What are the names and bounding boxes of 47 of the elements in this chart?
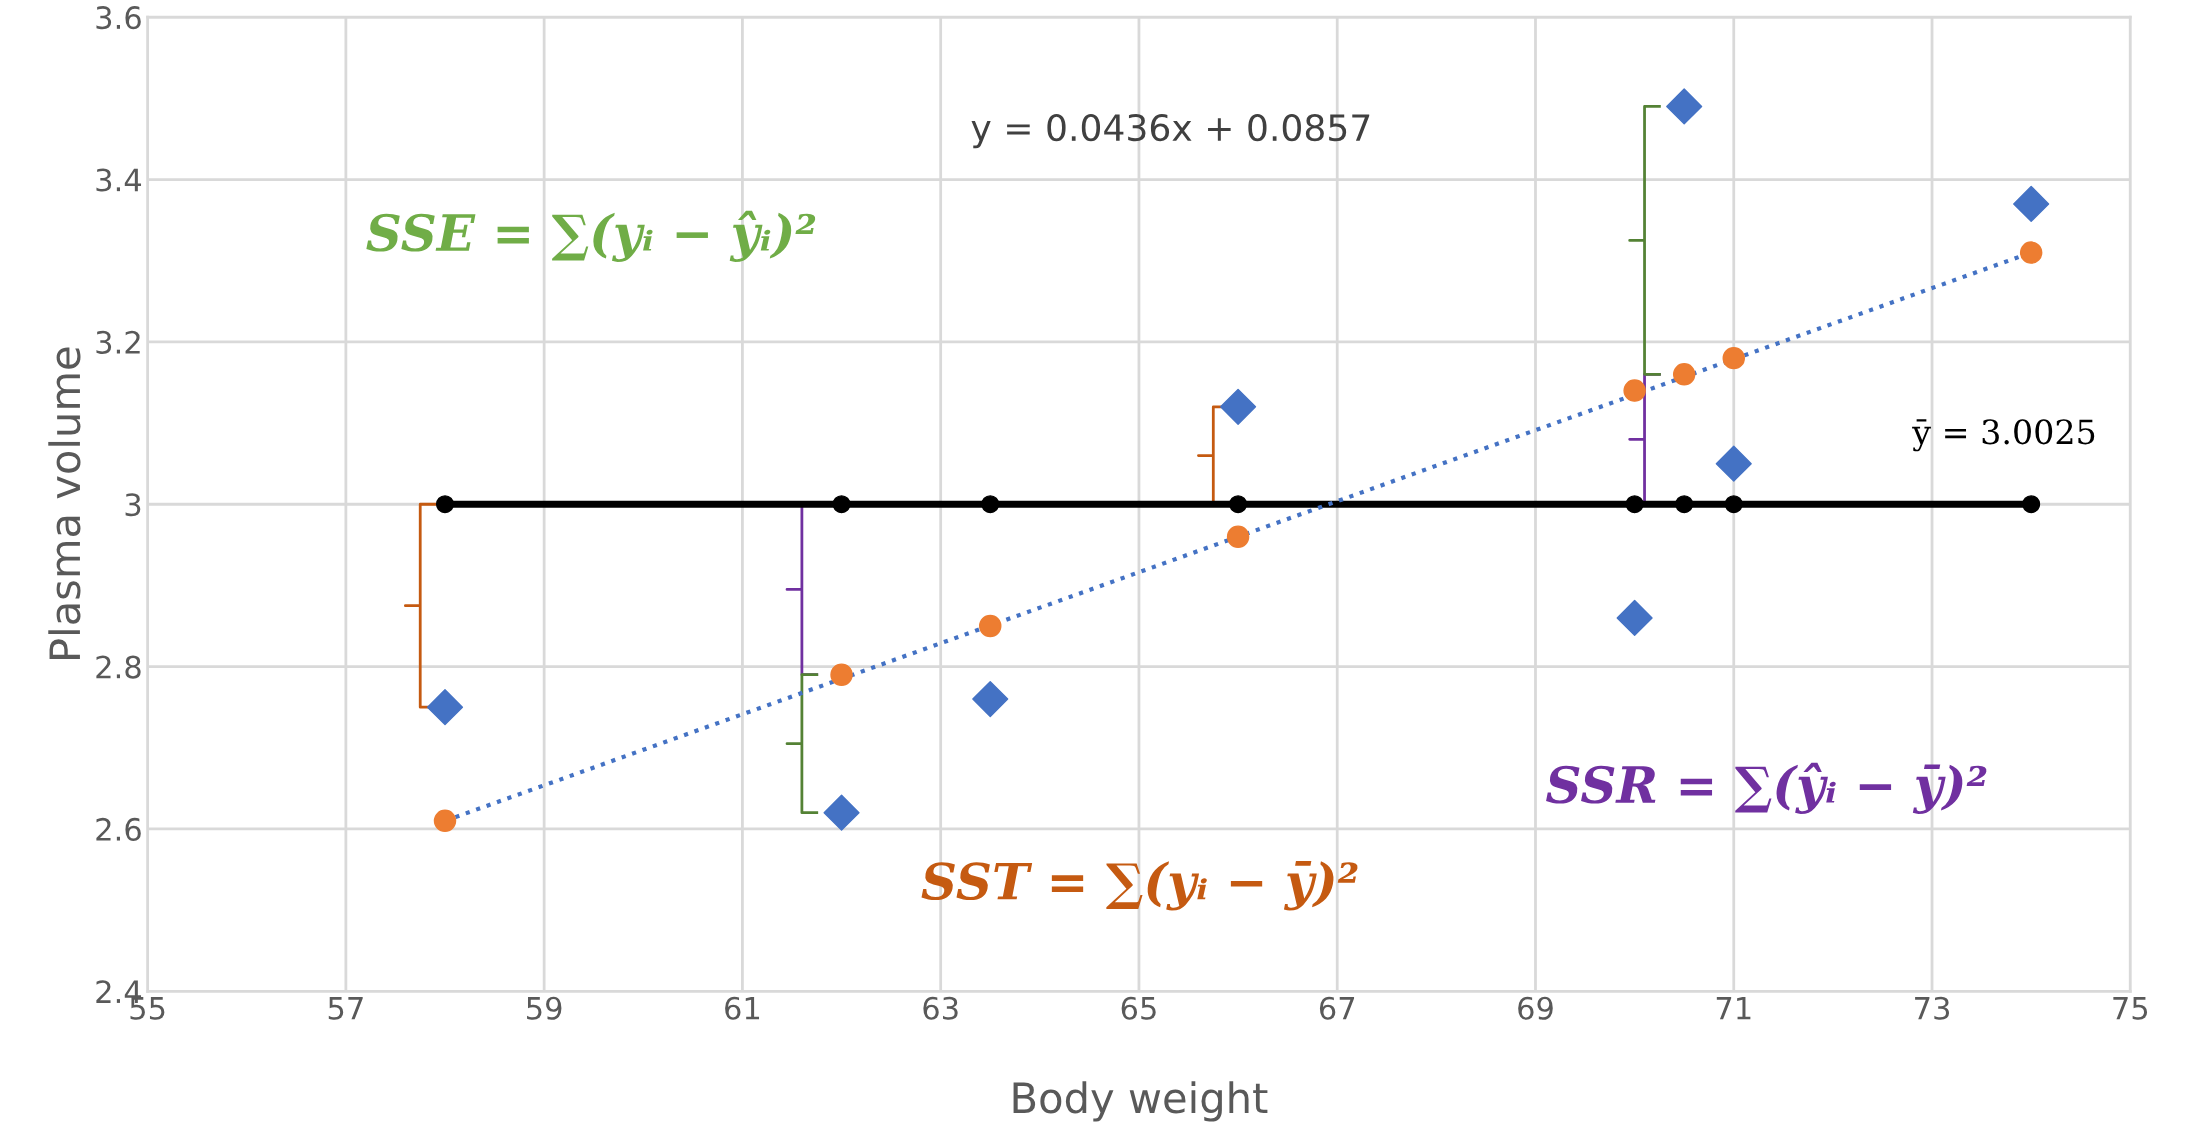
annotation: SST = ∑(yᵢ − ȳ)² bbox=[921, 861, 1358, 911]
point bbox=[830, 663, 853, 686]
annotation: SSE = ∑(yᵢ − ŷᵢ)² bbox=[366, 210, 816, 262]
y-tick-label: 2.6 bbox=[96, 817, 141, 841]
x-tick-label: 65 bbox=[1121, 996, 1156, 1020]
point bbox=[1219, 388, 1257, 425]
point bbox=[832, 495, 851, 514]
annotation: y = 0.0436x + 0.0857 bbox=[971, 114, 1370, 149]
point bbox=[823, 794, 860, 831]
y-axis-title: Plasma volume bbox=[48, 347, 81, 659]
point bbox=[1715, 445, 1752, 482]
point bbox=[2013, 185, 2050, 222]
point bbox=[2019, 241, 2043, 264]
x-tick-label: 73 bbox=[1915, 996, 1950, 1020]
point bbox=[1672, 363, 1696, 386]
x-tick-label: 57 bbox=[328, 997, 363, 1020]
point bbox=[1616, 599, 1653, 636]
x-tick-label: 75 bbox=[2113, 997, 2148, 1020]
y-tick-label: 3.6 bbox=[96, 6, 141, 30]
point bbox=[981, 495, 1000, 514]
point bbox=[1226, 525, 1250, 548]
x-tick-label: 69 bbox=[1518, 996, 1553, 1020]
x-tick-label: 61 bbox=[725, 996, 760, 1020]
point bbox=[2022, 495, 2041, 514]
x-tick-label: 63 bbox=[923, 996, 958, 1020]
y-tick-label: 2.8 bbox=[96, 655, 141, 679]
point bbox=[1623, 379, 1646, 402]
annotation: ȳ = 3.0025 bbox=[1912, 419, 2095, 452]
point bbox=[972, 680, 1009, 718]
point bbox=[435, 495, 455, 514]
x-tick-label: 59 bbox=[527, 996, 562, 1020]
y-tick-label: 3.4 bbox=[96, 168, 142, 192]
point bbox=[1722, 346, 1745, 370]
point bbox=[979, 614, 1002, 638]
x-tick-label: 67 bbox=[1319, 996, 1355, 1020]
point bbox=[1675, 495, 1694, 514]
point bbox=[1229, 495, 1248, 514]
point bbox=[1625, 495, 1644, 514]
annotation: SSR = ∑(ŷᵢ − ȳ)² bbox=[1546, 762, 1987, 814]
point bbox=[433, 809, 457, 833]
point bbox=[426, 689, 464, 726]
x-axis-title: Body weight bbox=[1013, 1081, 1268, 1122]
y-tick-label: 3 bbox=[125, 493, 141, 517]
point bbox=[1724, 495, 1743, 514]
point bbox=[1666, 88, 1703, 125]
y-tick-label: 3.2 bbox=[96, 330, 140, 354]
x-tick-label: 71 bbox=[1716, 997, 1751, 1020]
